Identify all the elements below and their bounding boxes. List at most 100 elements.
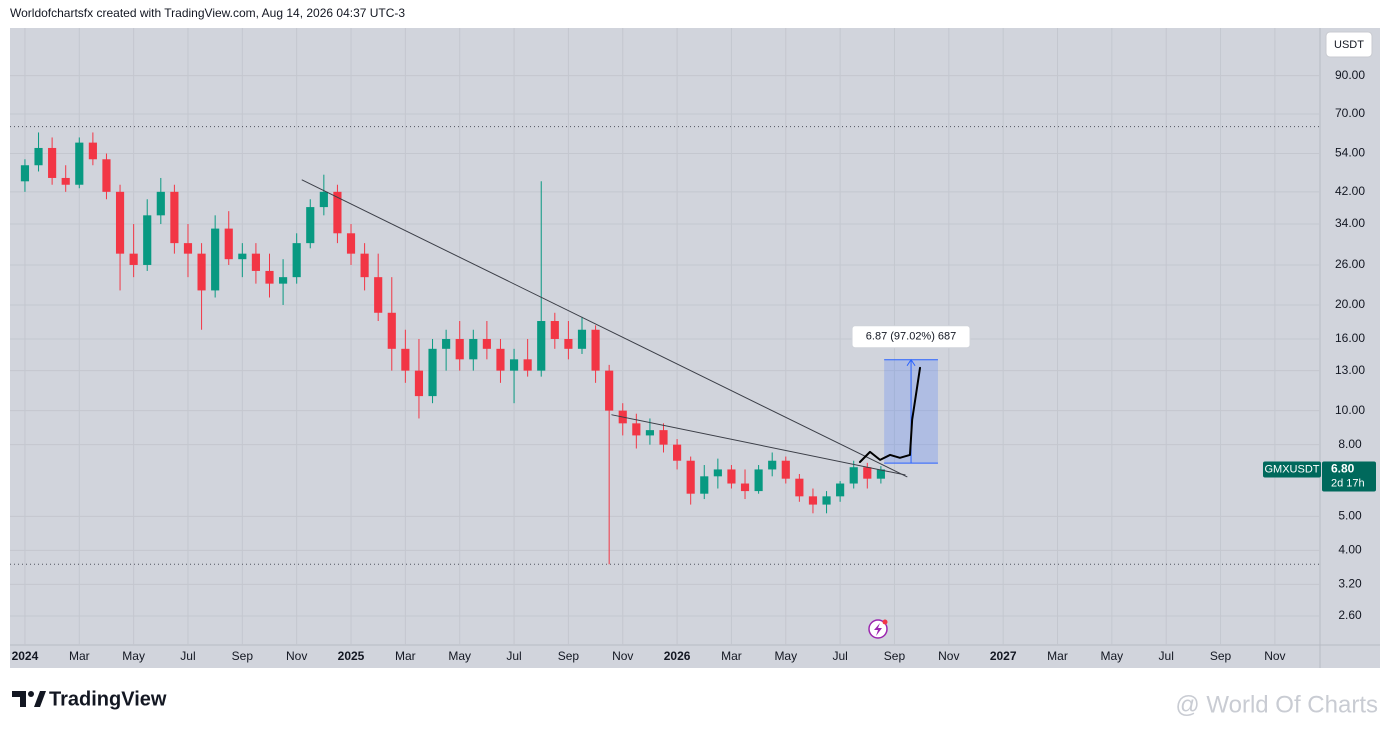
x-tick-label: May — [448, 649, 471, 663]
y-tick-label: 26.00 — [1335, 257, 1365, 271]
price-tag — [1322, 461, 1376, 492]
x-tick-label: Jul — [506, 649, 521, 663]
alert-icon — [868, 619, 888, 639]
candle-body — [659, 430, 668, 445]
candle-body — [170, 191, 179, 244]
candle-body — [183, 243, 193, 254]
time-axis — [10, 645, 1380, 668]
symbol-label: GMXUSDT — [1265, 463, 1320, 475]
candle-body — [211, 228, 220, 291]
candle-body — [20, 165, 30, 182]
price-axis — [1320, 28, 1380, 645]
candle-body — [509, 359, 519, 371]
candle-body — [88, 142, 97, 160]
candle-body — [306, 207, 315, 244]
candle-body — [292, 243, 301, 278]
candle-body — [238, 253, 247, 260]
candle-body — [197, 253, 206, 291]
x-tick-label: Mar — [1047, 649, 1068, 663]
x-tick-label: 2027 — [990, 649, 1017, 663]
y-tick-label: 34.00 — [1335, 216, 1365, 230]
x-tick-label: Jul — [832, 649, 847, 663]
plot-area — [10, 28, 1320, 645]
candle-body — [727, 469, 736, 484]
y-tick-label: 20.00 — [1335, 297, 1365, 311]
candle-body — [605, 370, 614, 411]
candle-body — [849, 467, 858, 484]
candle-body — [673, 444, 682, 461]
y-tick-label: 42.00 — [1335, 184, 1365, 198]
candle-body — [265, 270, 274, 284]
candle-body — [61, 177, 70, 185]
candle-body — [455, 338, 464, 360]
candle-body — [632, 423, 641, 436]
candle-body — [442, 338, 451, 349]
candle-body — [143, 215, 152, 265]
y-tick-label: 8.00 — [1338, 437, 1362, 451]
currency-button[interactable] — [1325, 31, 1373, 58]
candle-body — [48, 147, 57, 178]
candle-body — [836, 483, 845, 497]
x-tick-label: Nov — [612, 649, 633, 663]
x-tick-label: Sep — [558, 649, 580, 663]
y-tick-label: 10.00 — [1335, 403, 1365, 417]
candle-body — [360, 253, 369, 278]
candle-body — [279, 277, 288, 284]
candle-body — [428, 348, 437, 397]
candle-body — [414, 370, 424, 397]
x-tick-label: Sep — [1210, 649, 1232, 663]
y-tick-label: 70.00 — [1335, 106, 1365, 120]
candle-body — [713, 469, 722, 477]
candle-body — [374, 277, 383, 313]
measure-label: 6.87 (97.02%) 687 — [866, 331, 957, 343]
candle-body — [401, 348, 410, 371]
candle-body — [754, 469, 763, 492]
y-tick-label: 2.60 — [1338, 608, 1362, 622]
grid — [10, 28, 1320, 645]
trendline — [301, 179, 908, 478]
x-tick-label: Sep — [884, 649, 906, 663]
y-tick-label: 90.00 — [1335, 68, 1365, 82]
watermark: @ World Of Charts — [1175, 691, 1378, 718]
x-tick-label: 2024 — [12, 649, 39, 663]
candle-body — [75, 142, 84, 185]
x-tick-label: Jul — [180, 649, 195, 663]
y-tick-label: 13.00 — [1335, 363, 1365, 377]
candle-body — [482, 338, 491, 349]
price-label: 6.80 — [1331, 462, 1355, 476]
candle-body — [251, 253, 260, 271]
candle-body — [645, 430, 654, 436]
candle-body — [795, 478, 804, 497]
measure-label-box — [851, 325, 971, 349]
candle-body — [496, 348, 505, 371]
candle-body — [550, 321, 559, 339]
candle-body — [333, 191, 342, 234]
marks — [10, 126, 1320, 565]
currency-label: USDT — [1334, 39, 1364, 51]
projection-path — [858, 366, 922, 463]
candle-body — [591, 329, 600, 371]
candle-body — [768, 460, 777, 470]
candle-body — [115, 191, 125, 254]
y-tick-label: 54.00 — [1335, 146, 1365, 160]
candle-body — [863, 467, 872, 479]
y-tick-label: 4.00 — [1338, 543, 1362, 557]
y-tick-label: 3.20 — [1338, 577, 1362, 591]
candle-body — [686, 460, 695, 494]
x-tick-label: Mar — [69, 649, 90, 663]
y-tick-label: 16.00 — [1335, 331, 1365, 345]
x-tick-label: Mar — [395, 649, 416, 663]
x-tick-label: 2026 — [664, 649, 691, 663]
x-tick-label: May — [122, 649, 145, 663]
candle-body — [129, 253, 138, 265]
x-tick-label: Sep — [232, 649, 254, 663]
candle-body — [224, 228, 233, 260]
candle-body — [387, 312, 396, 349]
measure-arrowhead — [906, 358, 916, 367]
brand: TradingView — [49, 688, 167, 710]
x-tick-label: May — [774, 649, 797, 663]
candle-body — [537, 321, 546, 371]
x-tick-label: Mar — [721, 649, 742, 663]
y-tick-label: 5.00 — [1338, 508, 1362, 522]
